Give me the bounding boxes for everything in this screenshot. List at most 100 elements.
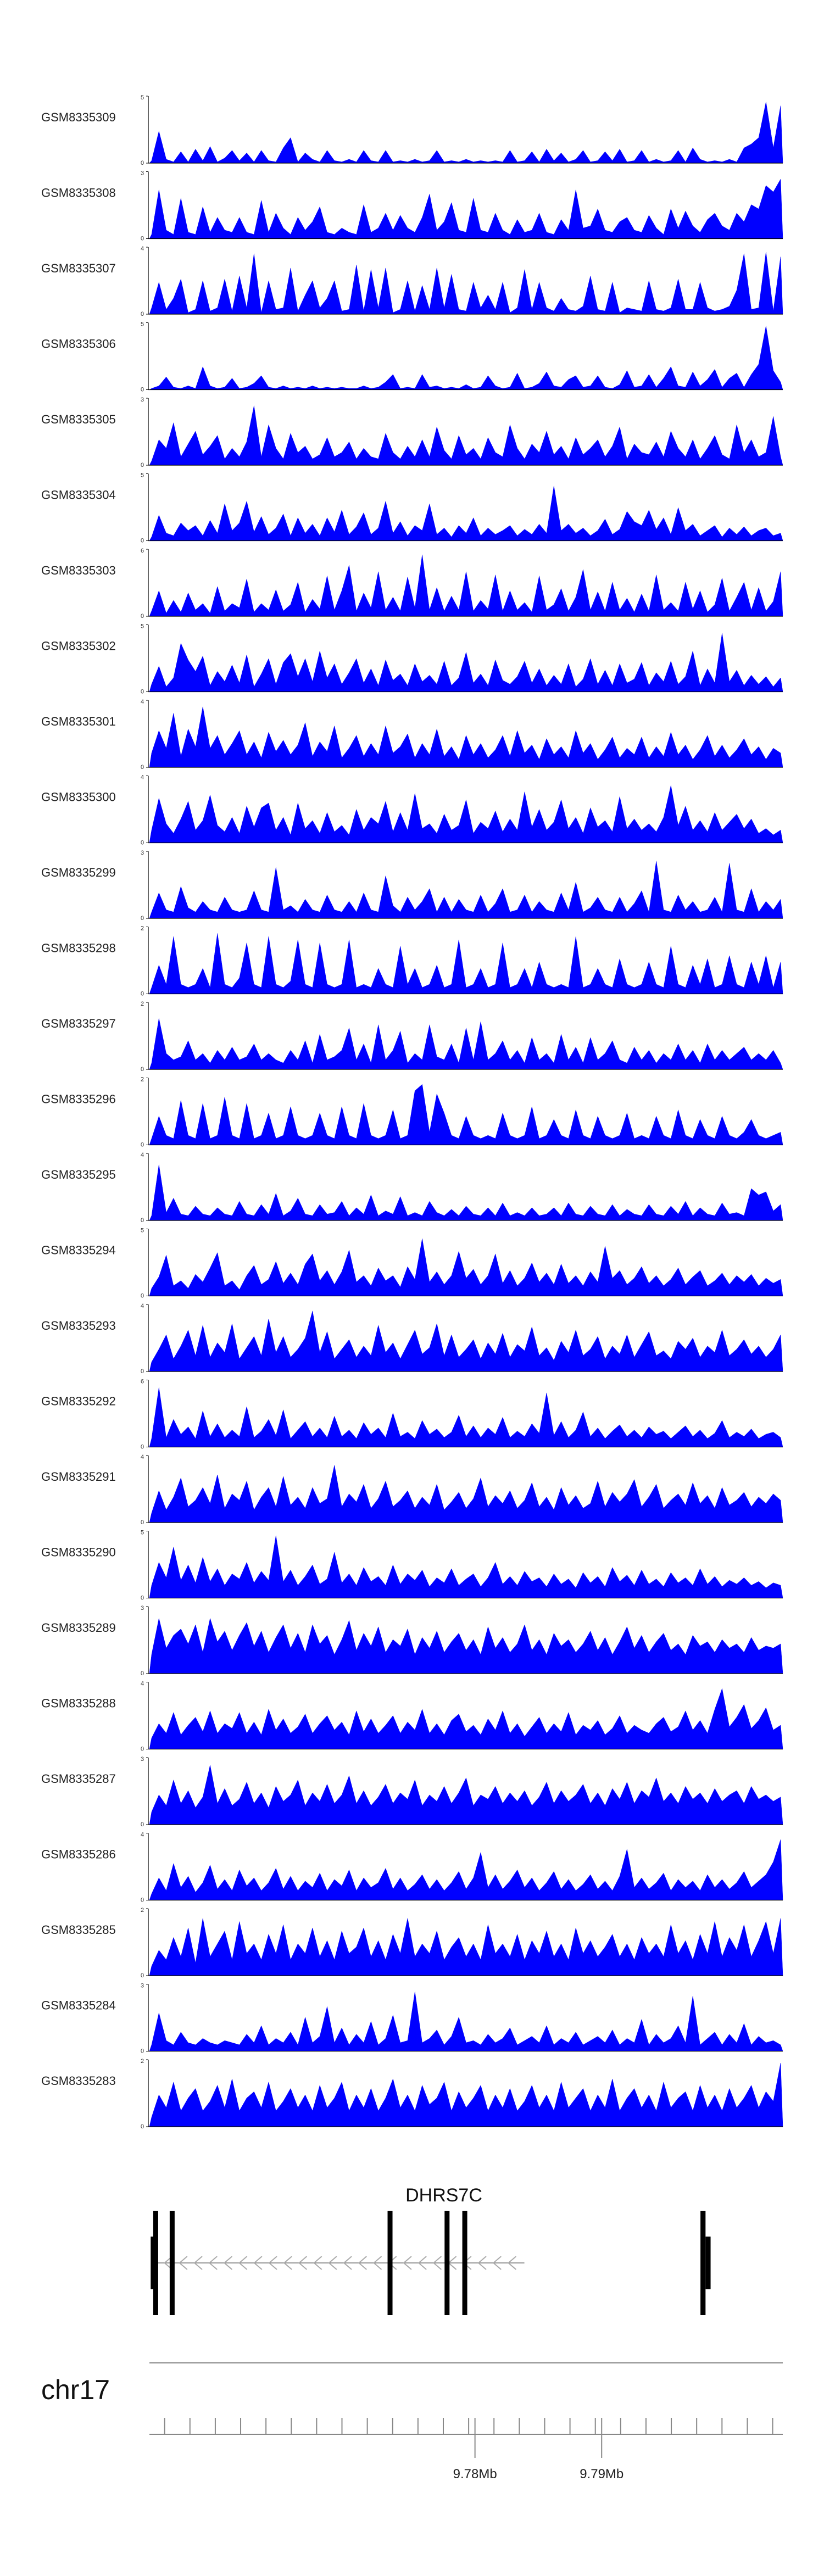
coverage-area — [149, 486, 783, 541]
track-label: GSM8335285 — [41, 1923, 116, 1937]
utr-block — [705, 2237, 711, 2289]
track-GSM8335283: GSM8335283 2 0 — [41, 2058, 783, 2130]
y-max-label: 5 — [141, 623, 144, 630]
y-min-label: 0 — [141, 613, 144, 620]
strand-arrow — [223, 2256, 233, 2270]
strand-arrow — [268, 2256, 277, 2270]
track-GSM8335295: GSM8335295 4 0 — [41, 1152, 783, 1224]
y-min-label: 0 — [141, 1066, 144, 1073]
y-max-label: 3 — [141, 1756, 144, 1763]
track-label: GSM8335307 — [41, 261, 116, 275]
utr-block — [151, 2237, 154, 2289]
y-max-label: 4 — [141, 1681, 144, 1687]
strand-arrow — [253, 2256, 263, 2270]
position-label: 9.78Mb — [453, 2467, 497, 2482]
coverage-area — [149, 252, 783, 315]
gene-model: DHRS7C — [151, 2185, 711, 2315]
y-max-label: 4 — [141, 1152, 144, 1158]
y-max-label: 4 — [141, 1832, 144, 1838]
strand-arrow — [477, 2256, 487, 2270]
y-min-label: 0 — [141, 764, 144, 771]
y-min-label: 0 — [141, 1293, 144, 1300]
strand-arrow — [507, 2256, 517, 2270]
track-GSM8335298: GSM8335298 2 0 — [41, 925, 783, 997]
coverage-area — [149, 1239, 783, 1296]
track-GSM8335288: GSM8335288 4 0 — [41, 1681, 783, 1753]
track-label: GSM8335302 — [41, 639, 116, 653]
coverage-area — [149, 1465, 783, 1523]
coverage-area — [149, 1164, 783, 1221]
track-label: GSM8335288 — [41, 1697, 116, 1710]
coverage-area — [149, 1535, 783, 1598]
strand-arrow — [343, 2256, 352, 2270]
y-max-label: 4 — [141, 699, 144, 705]
y-max-label: 5 — [141, 472, 144, 479]
exon-block — [444, 2211, 450, 2315]
y-min-label: 0 — [141, 1821, 144, 1828]
coverage-area — [149, 1018, 783, 1070]
track-GSM8335289: GSM8335289 3 0 — [41, 1605, 783, 1677]
coverage-area — [149, 861, 783, 919]
y-max-label: 5 — [141, 94, 144, 101]
track-GSM8335290: GSM8335290 5 0 — [41, 1530, 783, 1602]
track-GSM8335297: GSM8335297 2 0 — [41, 1001, 783, 1073]
chromosome-label: chr17 — [41, 2374, 110, 2405]
chromosome-ideogram: chr17 9.78Mb 9.79Mb — [41, 2362, 783, 2482]
y-max-label: 2 — [141, 1001, 144, 1007]
coverage-area — [149, 1839, 783, 1900]
track-GSM8335305: GSM8335305 3 0 — [41, 397, 783, 469]
track-GSM8335299: GSM8335299 3 0 — [41, 850, 783, 922]
strand-arrow — [432, 2256, 442, 2270]
track-label: GSM8335300 — [41, 790, 116, 804]
coverage-area — [149, 785, 783, 843]
y-max-label: 4 — [141, 246, 144, 252]
y-max-label: 3 — [141, 1983, 144, 1989]
track-label: GSM8335292 — [41, 1395, 116, 1408]
track-GSM8335287: GSM8335287 3 0 — [41, 1756, 783, 1828]
y-min-label: 0 — [141, 1217, 144, 1224]
y-min-label: 0 — [141, 160, 144, 166]
coverage-area — [149, 554, 783, 617]
strand-arrow — [417, 2256, 427, 2270]
y-min-label: 0 — [141, 1595, 144, 1602]
y-min-label: 0 — [141, 1368, 144, 1375]
y-max-label: 6 — [141, 1379, 144, 1385]
track-label: GSM8335301 — [41, 715, 116, 728]
track-GSM8335284: GSM8335284 3 0 — [41, 1983, 783, 2055]
y-max-label: 2 — [141, 2058, 144, 2065]
coverage-area — [149, 1618, 783, 1674]
track-GSM8335294: GSM8335294 5 0 — [41, 1228, 783, 1300]
coverage-area — [149, 633, 783, 692]
track-label: GSM8335299 — [41, 866, 116, 879]
strand-arrow — [193, 2256, 203, 2270]
coverage-area — [149, 2062, 783, 2127]
gene-label: DHRS7C — [405, 2185, 482, 2206]
y-min-label: 0 — [141, 1519, 144, 1526]
y-min-label: 0 — [141, 538, 144, 544]
coverage-area — [149, 933, 783, 994]
track-label: GSM8335303 — [41, 564, 116, 577]
track-label: GSM8335304 — [41, 488, 116, 502]
coverage-area — [149, 1918, 783, 1976]
y-max-label: 4 — [141, 774, 144, 781]
strand-arrow — [358, 2256, 367, 2270]
coverage-tracks: GSM833530950GSM833530830GSM833530740GSM8… — [41, 94, 783, 2130]
track-label: GSM8335286 — [41, 1848, 116, 1861]
y-min-label: 0 — [141, 462, 144, 469]
y-max-label: 5 — [141, 1530, 144, 1536]
track-label: GSM8335294 — [41, 1244, 116, 1257]
y-max-label: 2 — [141, 1907, 144, 1914]
track-label: GSM8335291 — [41, 1470, 116, 1484]
y-min-label: 0 — [141, 689, 144, 695]
track-label: GSM8335293 — [41, 1319, 116, 1332]
y-max-label: 2 — [141, 1077, 144, 1083]
track-label: GSM8335308 — [41, 186, 116, 200]
strand-arrow — [373, 2256, 382, 2270]
coverage-area — [149, 1688, 783, 1749]
coverage-area — [149, 179, 783, 239]
coverage-area — [149, 1765, 783, 1825]
y-min-label: 0 — [141, 1444, 144, 1451]
track-GSM8335293: GSM8335293 4 0 — [41, 1303, 783, 1375]
y-max-label: 3 — [141, 850, 144, 856]
y-min-label: 0 — [141, 2048, 144, 2055]
